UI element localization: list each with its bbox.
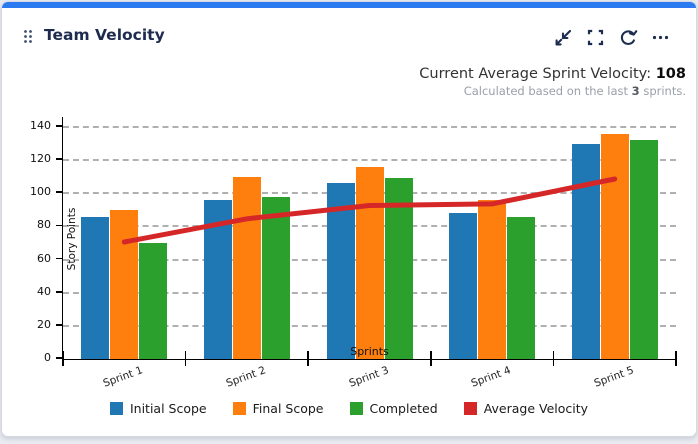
y-tick-label-80: 80 bbox=[37, 218, 51, 232]
average-velocity-line bbox=[121, 176, 618, 245]
bar-completed-sprint-1 bbox=[139, 243, 168, 359]
bar-completed-sprint-2 bbox=[261, 196, 290, 359]
chart-plot-area: Story Points Sprints bbox=[62, 117, 677, 366]
gridline-120 bbox=[63, 159, 676, 162]
legend-item-initial-scope[interactable]: Initial Scope bbox=[109, 401, 207, 416]
x-category-label-3: Sprint 3 bbox=[347, 364, 390, 390]
widget-title: Team Velocity bbox=[44, 26, 165, 44]
y-tick-40 bbox=[56, 290, 63, 293]
collapse-icon[interactable] bbox=[554, 28, 573, 47]
bar-initial-scope-sprint-1 bbox=[81, 216, 110, 359]
chart-legend: Initial Scope Final Scope Completed Average… bbox=[2, 401, 696, 416]
legend-swatch-final-scope bbox=[232, 402, 246, 415]
x-tick-5 bbox=[675, 351, 677, 366]
velocity-summary-line: Current Average Sprint Velocity: 108 bbox=[419, 66, 686, 82]
note-suffix: sprints. bbox=[639, 84, 686, 98]
velocity-summary: Current Average Sprint Velocity: 108 Cal… bbox=[419, 66, 686, 98]
x-tick-3 bbox=[430, 351, 432, 366]
velocity-summary-note: Calculated based on the last 3 sprints. bbox=[419, 84, 686, 98]
bar-final-scope-sprint-5 bbox=[600, 133, 629, 359]
velocity-summary-label: Current Average Sprint Velocity: bbox=[419, 66, 656, 82]
y-tick-140 bbox=[56, 125, 63, 127]
y-tick-label-40: 40 bbox=[37, 284, 51, 298]
y-tick-label-100: 100 bbox=[30, 185, 51, 199]
bar-initial-scope-sprint-4 bbox=[449, 213, 478, 359]
legend-label: Completed bbox=[369, 401, 438, 416]
x-category-label-1: Sprint 1 bbox=[101, 364, 145, 390]
y-tick-80 bbox=[56, 224, 63, 227]
y-tick-60 bbox=[56, 257, 63, 260]
x-tick-4 bbox=[552, 351, 555, 366]
x-tick-2 bbox=[307, 351, 309, 366]
y-axis: 0 20 40 60 80 100 120 140 bbox=[2, 117, 63, 364]
bar-completed-sprint-5 bbox=[629, 140, 658, 359]
bar-completed-sprint-4 bbox=[507, 216, 536, 359]
legend-item-average-velocity[interactable]: Average Velocity bbox=[463, 401, 589, 416]
x-category-label-2: Sprint 2 bbox=[224, 364, 268, 390]
legend-label: Final Scope bbox=[252, 401, 324, 416]
bar-final-scope-sprint-3 bbox=[355, 166, 384, 359]
y-tick-20 bbox=[56, 324, 63, 326]
x-axis-labels: Sprint 1 Sprint 2 Sprint 3 Sprint 4 Sprint 5 bbox=[62, 359, 675, 397]
bar-final-scope-sprint-2 bbox=[232, 176, 261, 359]
x-category-label-4: Sprint 4 bbox=[469, 364, 513, 390]
y-tick-label-0: 0 bbox=[44, 351, 51, 364]
y-tick-0 bbox=[56, 357, 63, 359]
fullscreen-icon[interactable] bbox=[586, 28, 605, 47]
widget-toolbar bbox=[554, 28, 670, 47]
bar-completed-sprint-3 bbox=[384, 178, 413, 359]
legend-item-final-scope[interactable]: Final Scope bbox=[232, 401, 324, 416]
x-axis-title: Sprints bbox=[350, 345, 389, 358]
x-tick-1 bbox=[184, 351, 187, 366]
gridline-140 bbox=[63, 126, 676, 128]
velocity-summary-value: 108 bbox=[655, 66, 686, 82]
bar-initial-scope-sprint-5 bbox=[571, 143, 600, 359]
y-tick-label-20: 20 bbox=[37, 317, 51, 331]
y-tick-label-120: 120 bbox=[30, 152, 51, 166]
y-tick-120 bbox=[56, 158, 63, 160]
legend-swatch-completed bbox=[349, 402, 363, 415]
legend-swatch-initial-scope bbox=[109, 402, 123, 415]
y-tick-label-60: 60 bbox=[37, 251, 51, 265]
y-tick-label-140: 140 bbox=[30, 118, 51, 132]
note-prefix: Calculated based on the last bbox=[463, 84, 632, 98]
legend-label: Average Velocity bbox=[483, 401, 589, 416]
legend-item-completed[interactable]: Completed bbox=[349, 401, 438, 416]
y-axis-title: Story Points bbox=[66, 207, 78, 271]
more-options-icon[interactable] bbox=[651, 28, 670, 47]
note-sprint-count: 3 bbox=[631, 84, 640, 98]
drag-handle-icon[interactable] bbox=[23, 29, 33, 48]
bar-final-scope-sprint-4 bbox=[478, 199, 507, 359]
bar-initial-scope-sprint-3 bbox=[326, 183, 355, 359]
x-tick-0 bbox=[62, 351, 64, 366]
y-tick-100 bbox=[56, 191, 63, 194]
team-velocity-widget: Team Velocity Current Aver bbox=[1, 1, 697, 437]
refresh-icon[interactable] bbox=[618, 28, 638, 47]
legend-swatch-average-velocity bbox=[463, 402, 477, 415]
bar-final-scope-sprint-1 bbox=[110, 209, 139, 359]
widget-accent-bar bbox=[2, 2, 696, 8]
legend-label: Initial Scope bbox=[129, 401, 207, 416]
x-category-label-5: Sprint 5 bbox=[592, 364, 636, 390]
